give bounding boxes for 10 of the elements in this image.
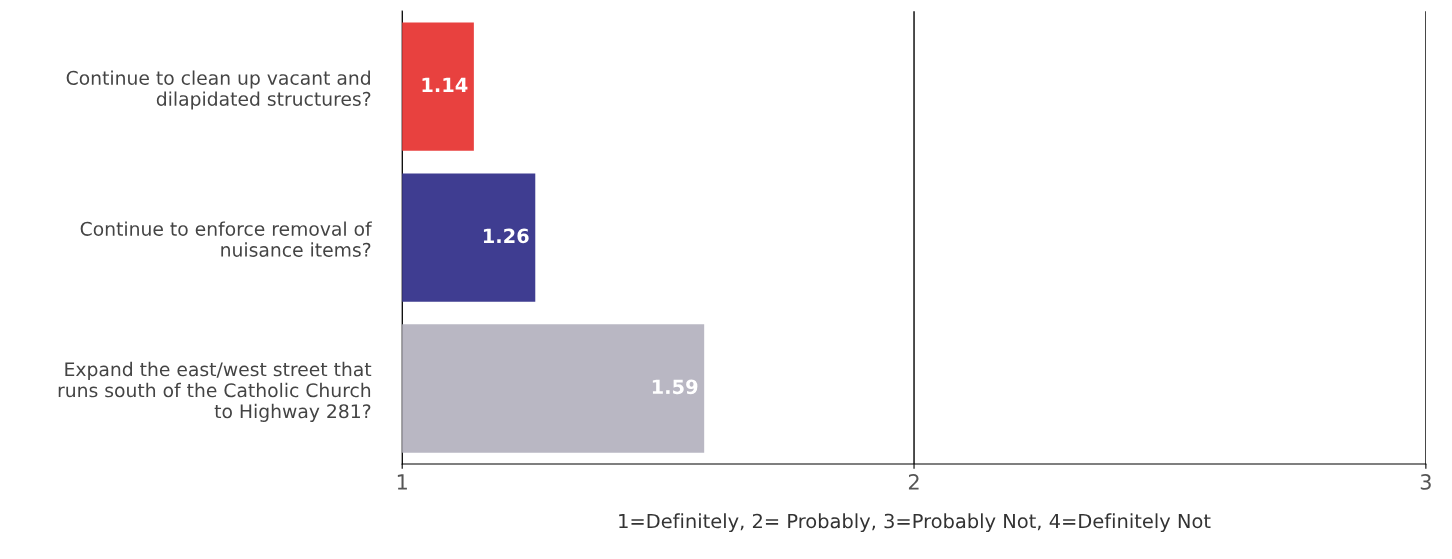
x-tick-label: 1 xyxy=(397,474,407,490)
x-tick-label: 2 xyxy=(908,474,919,490)
data-label: 1.59 xyxy=(652,379,698,395)
data-label: 1.14 xyxy=(422,77,468,93)
data-label: 1.26 xyxy=(483,228,529,244)
x-axis-title: 1=Definitely, 2= Probably, 3=Probably Not, 4=Definitely Not xyxy=(619,513,1211,533)
y-tick-label: Expand the east/west street that runs south of the Catholic Church to Highway 281? xyxy=(58,361,372,422)
x-tick-label: 3 xyxy=(1420,474,1431,490)
y-tick-label: Continue to enforce removal of nuisance items? xyxy=(80,221,372,257)
y-tick-label: Continue to clean up vacant and dilapidated structures? xyxy=(66,70,371,110)
